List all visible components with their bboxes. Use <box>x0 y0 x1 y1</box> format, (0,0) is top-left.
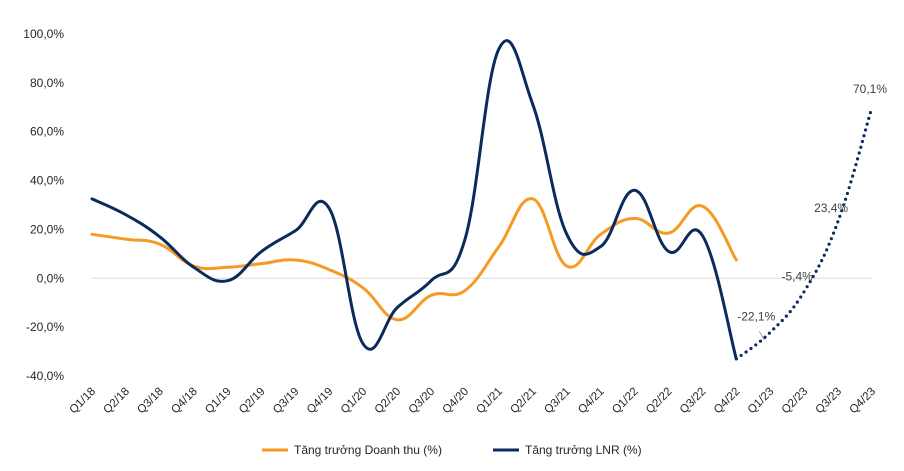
x-tick-label: Q2/23 <box>780 386 811 417</box>
x-tick-label: Q3/19 <box>271 386 302 417</box>
series-line-0 <box>90 197 738 322</box>
y-tick-label: 100,0% <box>23 27 64 41</box>
x-tick-label: Q1/18 <box>67 386 98 417</box>
x-axis: Q1/18 Q2/18 Q3/18 Q4/18 Q1/19 Q2/19 Q3/19 Q4/19… <box>67 386 878 417</box>
legend-label: Tăng trưởng LNR (%) <box>525 443 642 457</box>
data-label: 23,4% <box>814 201 848 215</box>
y-tick-label: 0,0% <box>37 271 65 285</box>
x-tick-label: Q2/20 <box>373 386 404 417</box>
x-tick-label: Q1/21 <box>474 386 505 417</box>
data-label: -5,4% <box>781 269 813 283</box>
series-line-1 <box>90 39 738 361</box>
legend: Tăng trưởng Doanh thu (%) Tăng trưởng LNR… <box>262 443 642 457</box>
x-tick-label: Q3/20 <box>407 386 438 417</box>
y-axis: -40,0% -20,0% 0,0% 20,0% 40,0% 60,0% 80,0% 100,… <box>23 27 64 383</box>
x-tick-label: Q1/19 <box>203 386 234 417</box>
legend-label: Tăng trưởng Doanh thu (%) <box>294 443 442 457</box>
leader-line <box>758 331 765 341</box>
x-tick-label: Q4/22 <box>712 386 743 417</box>
x-tick-label: Q4/19 <box>305 386 336 417</box>
annotations: -22,1% -5,4% 23,4% 70,1% <box>737 82 887 341</box>
x-tick-label: Q4/23 <box>847 386 878 417</box>
series-group <box>90 39 874 361</box>
x-tick-label: Q4/20 <box>441 386 472 417</box>
x-tick-label: Q3/23 <box>814 386 845 417</box>
x-tick-label: Q1/23 <box>746 386 777 417</box>
y-tick-label: 60,0% <box>30 125 64 139</box>
y-tick-label: 40,0% <box>30 174 64 188</box>
y-tick-label: -20,0% <box>26 320 64 334</box>
x-tick-label: Q2/22 <box>644 386 675 417</box>
x-tick-label: Q2/19 <box>237 386 268 417</box>
x-tick-label: Q4/18 <box>169 386 200 417</box>
x-tick-label: Q2/21 <box>508 386 539 417</box>
y-tick-label: 20,0% <box>30 222 64 236</box>
x-tick-label: Q3/21 <box>542 386 573 417</box>
x-tick-label: Q1/22 <box>610 386 641 417</box>
data-label: 70,1% <box>853 82 887 96</box>
x-tick-label: Q1/20 <box>339 386 370 417</box>
y-tick-label: -40,0% <box>26 369 64 383</box>
data-label: -22,1% <box>737 309 775 323</box>
x-tick-label: Q4/21 <box>576 386 607 417</box>
x-tick-label: Q2/18 <box>101 386 132 417</box>
x-tick-label: Q3/22 <box>678 386 709 417</box>
y-tick-label: 80,0% <box>30 76 64 90</box>
x-tick-label: Q3/18 <box>135 386 166 417</box>
